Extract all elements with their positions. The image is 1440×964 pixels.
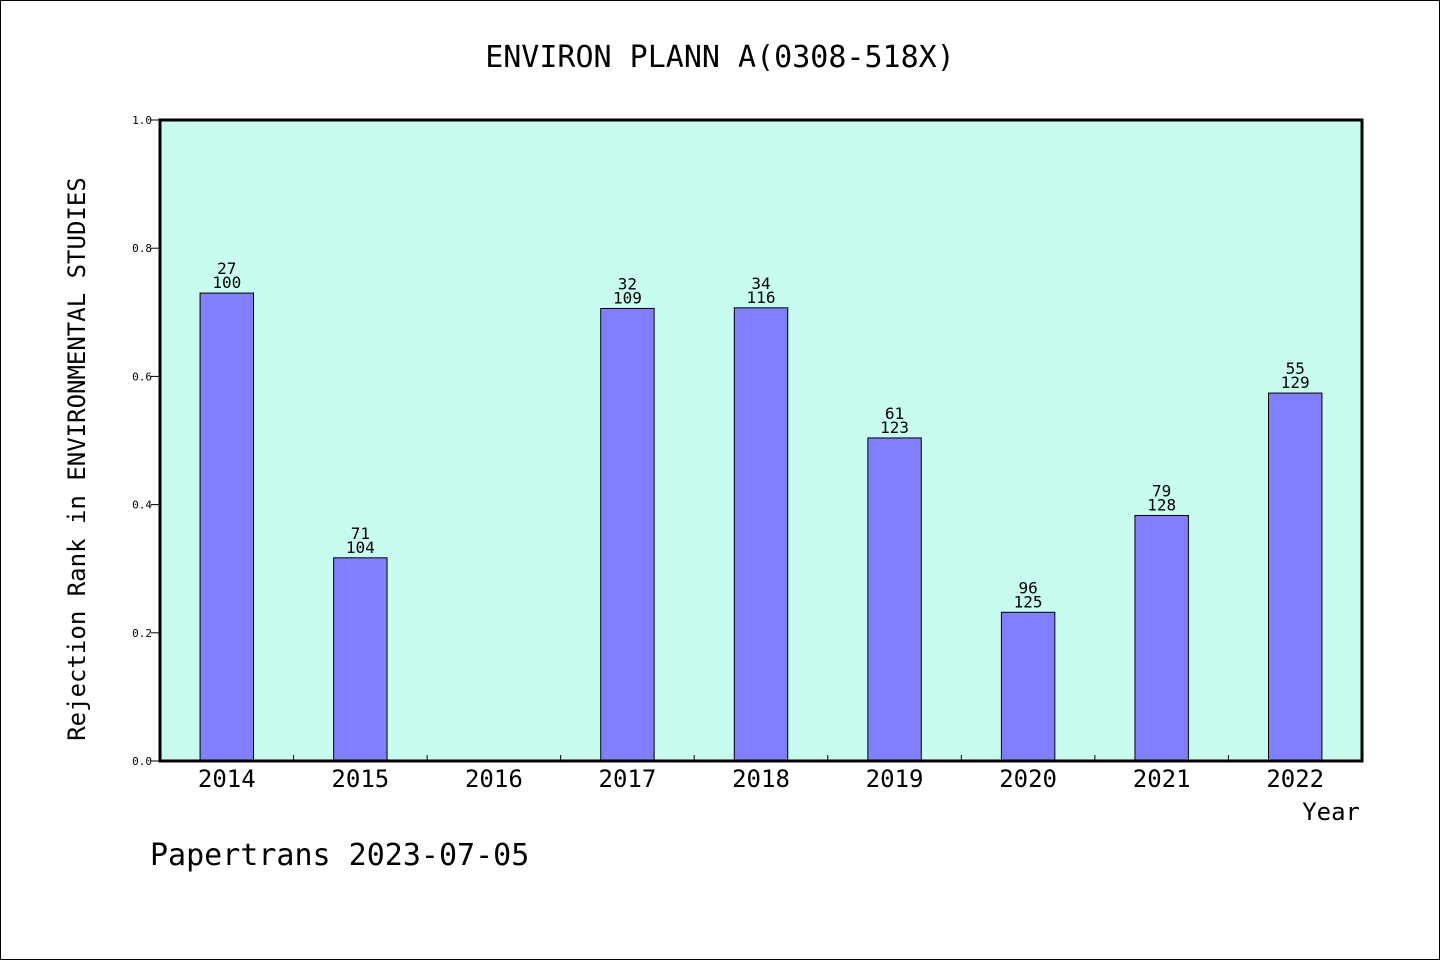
bar-total-label: 125 — [1014, 592, 1043, 611]
y-axis: 0.0 0.2 0.4 0.6 0.8 1.0 — [132, 114, 160, 768]
bar-2014 — [199, 292, 254, 762]
bar-total-label: 123 — [880, 418, 909, 437]
bar-total-label: 129 — [1281, 373, 1310, 392]
plot-border — [158, 118, 1364, 763]
bar-2020 — [1000, 611, 1056, 762]
y-tick-label: 0.8 — [132, 242, 152, 255]
bar-total-label: 104 — [346, 538, 375, 557]
bar-total-label: 109 — [613, 288, 642, 307]
bar-rank-label: 55 — [1286, 359, 1305, 378]
bar-rank-label: 34 — [751, 274, 770, 293]
bar-2017 — [600, 307, 655, 762]
x-tick-label: 2018 — [732, 765, 790, 793]
bar-2018 — [733, 307, 789, 762]
y-tick-label: 0.4 — [132, 499, 152, 512]
x-tick-label: 2017 — [599, 765, 657, 793]
x-tick-label: 2021 — [1133, 765, 1191, 793]
bar-total-label: 128 — [1147, 495, 1176, 514]
y-tick-label: 1.0 — [132, 114, 152, 127]
x-tick-label: 2014 — [198, 765, 256, 793]
bar-rank-label: 79 — [1152, 481, 1171, 500]
x-tick-label: 2015 — [331, 765, 389, 793]
bar-2021 — [1134, 514, 1189, 762]
bar-total-label: 116 — [747, 288, 776, 307]
x-tick-label: 2019 — [866, 765, 924, 793]
bar-rank-label: 27 — [217, 259, 236, 278]
bar-2019 — [867, 437, 922, 762]
x-axis-label: Year — [1302, 798, 1360, 826]
y-tick-label: 0.6 — [132, 370, 152, 383]
x-tick-label: 2016 — [465, 765, 523, 793]
bar-rank-label: 32 — [618, 274, 637, 293]
bar-rank-label: 96 — [1018, 578, 1037, 597]
x-tick-label: 2022 — [1266, 765, 1324, 793]
x-tick-label: 2020 — [999, 765, 1057, 793]
x-axis: 2014 2015 2016 2017 2018 2019 2020 2021 2022 — [198, 755, 1324, 793]
bar-rank-label: 71 — [351, 524, 370, 543]
y-tick-label: 0.2 — [132, 627, 152, 640]
bar-total-label: 100 — [212, 273, 241, 292]
footer-watermark: Papertrans 2023-07-05 — [150, 838, 529, 873]
y-axis-label: Rejection Rank in ENVIRONMENTAL STUDIES — [63, 177, 91, 741]
chart-title: ENVIRON PLANN A(0308-518X) — [485, 40, 955, 75]
bar-rank-label: 61 — [885, 404, 904, 423]
bar-2022 — [1268, 392, 1323, 762]
bar-2015 — [333, 557, 388, 762]
y-tick-label: 0.0 — [132, 755, 152, 768]
